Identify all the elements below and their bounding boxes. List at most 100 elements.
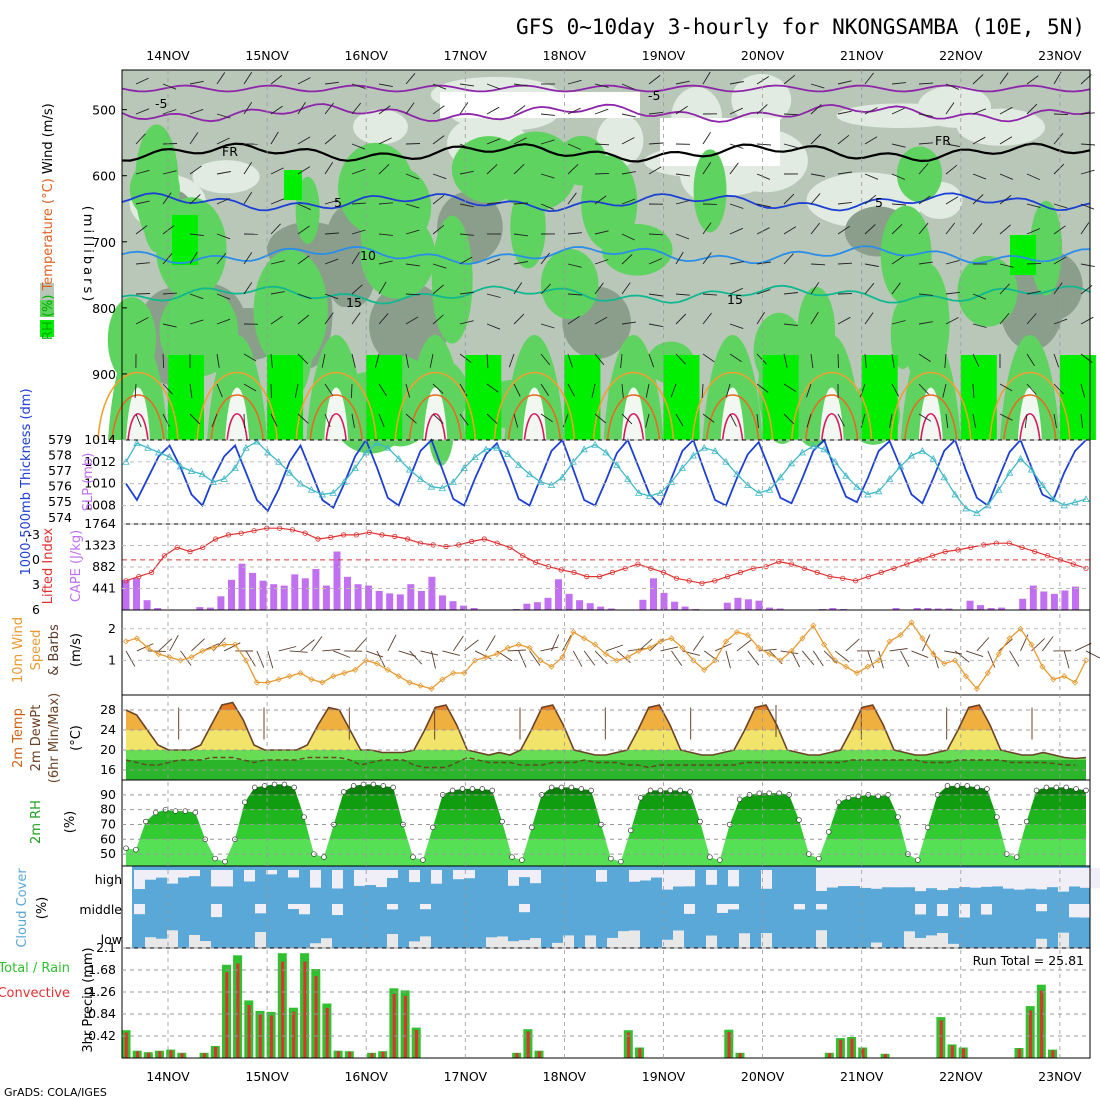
wind-barb <box>702 252 712 265</box>
isotherm-20 <box>493 371 576 441</box>
cloud-cell <box>1058 932 1069 948</box>
wind-speed-point <box>657 638 664 645</box>
wind-speed-point <box>221 641 228 648</box>
x-tick-label-top: 19NOV <box>642 48 686 63</box>
cape-bar <box>544 597 552 610</box>
thickness-point <box>875 487 883 495</box>
li-point <box>532 559 539 566</box>
wind-barb <box>432 383 444 394</box>
wind-barb <box>135 77 149 85</box>
li-point <box>801 565 808 571</box>
wind-speed-point <box>941 660 948 667</box>
rh-point <box>944 783 951 789</box>
wind-speed-point <box>242 657 250 664</box>
wind-speed-point <box>384 666 391 673</box>
li-point <box>430 542 436 548</box>
wind-barb <box>351 202 367 205</box>
precip-convective-bar <box>515 1053 519 1058</box>
wind-speed-point <box>788 647 795 654</box>
li-point <box>1032 548 1038 555</box>
li-point <box>1083 565 1089 571</box>
wind-barb <box>810 311 819 325</box>
wind-barb <box>594 83 609 88</box>
cloud-cell <box>508 941 519 948</box>
wind-barb-10m <box>463 639 479 652</box>
wind-barb <box>351 251 360 265</box>
precip-convective-bar <box>403 995 407 1058</box>
rh-point <box>1063 784 1069 791</box>
precip-convective-bar <box>839 1039 843 1058</box>
wind-barb <box>891 82 906 85</box>
wind-barb-10m <box>725 650 731 669</box>
thickness-point <box>427 482 436 490</box>
rh-wet-area <box>159 286 239 377</box>
y-tick-label: 2.1 <box>96 940 116 955</box>
wind-barb <box>324 232 340 235</box>
cape-bar <box>829 608 837 610</box>
isotherm-25 <box>1003 394 1057 441</box>
cloud-cell <box>497 936 508 948</box>
rh-point <box>172 808 179 814</box>
y2-tick-label: 579 <box>48 432 72 447</box>
wind-barb <box>459 203 474 208</box>
wind-speed-point <box>581 635 588 642</box>
cape-bar <box>945 608 953 610</box>
cape-bar <box>143 600 151 610</box>
cape-bar <box>375 591 383 610</box>
wind-barb <box>162 109 177 115</box>
wind-axis-label: 10m Wind <box>11 617 26 683</box>
li-point <box>289 527 295 533</box>
li-point <box>622 565 628 571</box>
li-point <box>955 547 961 553</box>
rh-point <box>627 827 634 834</box>
wind-barb <box>135 317 149 325</box>
wind-barb <box>486 383 499 393</box>
isotherm-20 <box>295 371 377 441</box>
rh-point <box>152 809 159 816</box>
wind-speed-point <box>886 638 893 645</box>
rh-wet-area <box>495 131 577 211</box>
li-axis-label: Lifted Index <box>41 527 56 604</box>
isotherm-label: -5 <box>648 88 660 103</box>
cloud-cell <box>189 870 200 877</box>
upper-air-ylabel: RH (%) Temperature (°C) Wind (m/s) <box>41 103 56 340</box>
wind-barb-10m <box>354 637 368 652</box>
x-tick-label-bottom: 15NOV <box>245 1069 289 1084</box>
wind-barb <box>324 312 334 325</box>
thickness-point <box>384 443 392 451</box>
cloud-cell <box>882 868 893 888</box>
wind-barb <box>162 192 172 205</box>
rh-point <box>430 824 436 831</box>
wind-barb <box>459 291 474 295</box>
thickness-point <box>351 464 359 471</box>
cloud-cell <box>849 868 860 887</box>
thickness-point <box>1016 454 1025 462</box>
precip-convective-bar <box>950 1045 954 1058</box>
wind-barb <box>1080 112 1095 115</box>
wind-barb <box>567 315 580 325</box>
wind-barb <box>594 230 609 235</box>
li-tick-label: 0 <box>32 552 40 567</box>
wind-barb <box>918 321 933 325</box>
cloud-cell <box>1091 868 1100 889</box>
wind-speed-point <box>624 654 631 661</box>
wind-barb-10m <box>125 650 136 667</box>
cape-bar <box>987 608 995 610</box>
wind-barb <box>729 107 743 115</box>
y2-tick-label: 574 <box>48 510 72 525</box>
wind-barb <box>999 224 1011 235</box>
wind-barb <box>810 263 826 266</box>
wind-barb-10m <box>638 638 653 652</box>
rh-wet-area <box>581 155 638 251</box>
wind-barb <box>405 143 421 145</box>
cape-bar <box>776 608 784 610</box>
rh-point <box>123 845 129 851</box>
wind-barb <box>243 162 253 175</box>
cape-tick-label: 441 <box>92 581 116 596</box>
wind-barb <box>864 107 878 115</box>
wind-barb <box>405 203 420 209</box>
wind-speed-point <box>701 666 708 673</box>
rh-point <box>687 789 693 795</box>
rh-point <box>667 787 674 794</box>
cape-bar <box>607 608 615 610</box>
